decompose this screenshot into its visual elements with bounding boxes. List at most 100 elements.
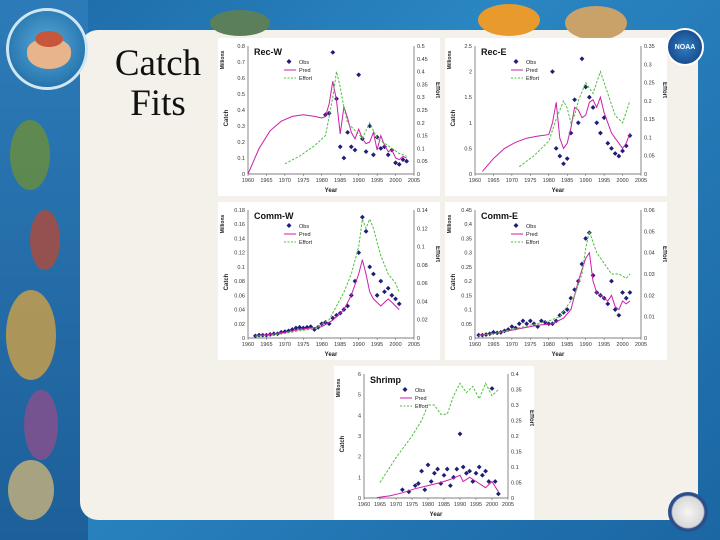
obs-point	[352, 147, 358, 153]
x-tick-label: 1995	[598, 342, 610, 348]
y-tick-label: 2	[469, 70, 472, 76]
y2-tick-label: 0	[644, 172, 647, 178]
obs-point	[553, 146, 559, 151]
y-tick-label: 0.6	[237, 76, 245, 82]
x-tick-label: 1975	[524, 178, 536, 184]
y-tick-label: 0.05	[461, 322, 472, 328]
pred-series-line	[255, 259, 400, 337]
y2-tick-label: 0.01	[644, 315, 655, 321]
obs-point	[428, 479, 434, 484]
obs-point	[620, 290, 625, 295]
obs-point	[282, 329, 288, 334]
obs-point	[473, 470, 479, 476]
obs-point	[612, 307, 618, 312]
y2-tick-label: 0.05	[644, 154, 655, 160]
obs-point	[527, 318, 533, 324]
obs-point	[557, 153, 563, 159]
x-tick-label: 1995	[371, 342, 383, 348]
y2-tick-label: 0.04	[417, 299, 428, 305]
y-tick-label: 0.12	[234, 251, 245, 257]
obs-point	[464, 470, 469, 476]
chart-title: Rec-E	[481, 47, 507, 57]
obs-point	[480, 472, 485, 478]
x-tick-label: 1995	[371, 178, 383, 184]
obs-point	[419, 468, 424, 474]
y2-tick-label: 0.08	[417, 263, 428, 269]
obs-point	[367, 264, 373, 270]
obs-point	[422, 487, 428, 493]
x-tick-label: 1985	[334, 178, 346, 184]
obs-point	[564, 156, 570, 162]
obs-point	[286, 328, 291, 334]
obs-point	[579, 56, 585, 62]
fish-decoration-icon	[478, 4, 540, 36]
x-tick-label: 1960	[469, 342, 481, 348]
obs-point	[583, 236, 589, 241]
y-tick-label: 0.16	[234, 222, 245, 228]
x-tick-label: 1980	[543, 178, 555, 184]
obs-point	[623, 295, 629, 301]
x-tick-label: 1985	[561, 342, 573, 348]
chart-title: Shrimp	[370, 375, 402, 385]
y-tick-label: 2	[358, 455, 361, 461]
y2-tick-label: 0.1	[644, 135, 652, 141]
x-tick-label: 1970	[506, 342, 518, 348]
y-tick-label: 0	[242, 172, 245, 178]
chart-comm-e: 1960 1965 1970 1975 1980 1985 1990 1995 2000 2005…	[445, 202, 667, 360]
obs-point	[404, 158, 410, 164]
y-tick-label: 0.02	[234, 322, 245, 328]
obs-point	[416, 481, 421, 486]
obs-point	[616, 153, 622, 159]
y-tick-label: 0.25	[461, 265, 472, 271]
obs-point	[590, 105, 596, 110]
x-tick-label: 1970	[279, 342, 291, 348]
chart-shrimp: 1960 1965 1970 1975 1980 1985 1990 1995 2000 2005…	[334, 366, 534, 520]
y-tick-label: 0.4	[237, 108, 245, 114]
chart-rec-e: 1960 1965 1970 1975 1980 1985 1990 1995 2000 2005…	[445, 38, 667, 196]
obs-point	[396, 301, 402, 307]
obs-point	[520, 318, 526, 324]
x-tick-label: 1980	[422, 502, 434, 508]
obs-point	[348, 144, 354, 150]
x-tick-label: 2005	[635, 178, 647, 184]
y2-tick-label: 0.06	[417, 281, 428, 287]
obs-point	[252, 333, 258, 339]
y-tick-label: 0.5	[464, 146, 472, 152]
legend-effort-label: Effort	[415, 404, 429, 410]
y-tick-label: 0.2	[464, 279, 472, 285]
x-tick-label: 2000	[616, 178, 628, 184]
y-tick-label: 0.1	[237, 156, 245, 162]
obs-point	[330, 315, 336, 321]
y2-tick-label: 0.4	[417, 70, 425, 76]
x-tick-label: 1960	[469, 178, 481, 184]
y-tick-label: 0.8	[237, 44, 245, 50]
legend-effort-label: Effort	[299, 76, 313, 82]
legend-effort-label: Effort	[299, 240, 313, 246]
y2-tick-label: 0.1	[511, 465, 519, 471]
obs-point	[345, 130, 350, 135]
y-axis-unit: Millions	[447, 50, 453, 69]
x-tick-label: 2005	[408, 342, 420, 348]
y2-tick-label: 0.15	[511, 450, 522, 456]
y-tick-label: 4	[358, 413, 361, 419]
obs-point	[612, 151, 618, 156]
obs-point	[363, 228, 369, 234]
y2-tick-label: 0.02	[417, 318, 428, 324]
x-tick-label: 1960	[242, 178, 254, 184]
y-tick-label: 0.1	[464, 308, 472, 314]
x-tick-label: 1980	[543, 342, 555, 348]
obs-point	[509, 324, 515, 330]
legend-obs-marker	[513, 59, 519, 64]
obs-point	[457, 431, 463, 437]
x-tick-label: 1995	[470, 502, 482, 508]
obs-point	[572, 97, 577, 103]
y2-tick-label: 0.1	[417, 245, 425, 251]
y2-axis-label: Effort	[434, 82, 440, 98]
obs-point	[579, 261, 585, 267]
y-axis-label: Catch	[224, 109, 230, 126]
y2-tick-label: 0.04	[644, 251, 655, 257]
x-tick-label: 1975	[297, 342, 309, 348]
x-tick-label: 1975	[406, 502, 418, 508]
y-tick-label: 0.1	[237, 265, 245, 271]
x-tick-label: 1965	[487, 178, 499, 184]
